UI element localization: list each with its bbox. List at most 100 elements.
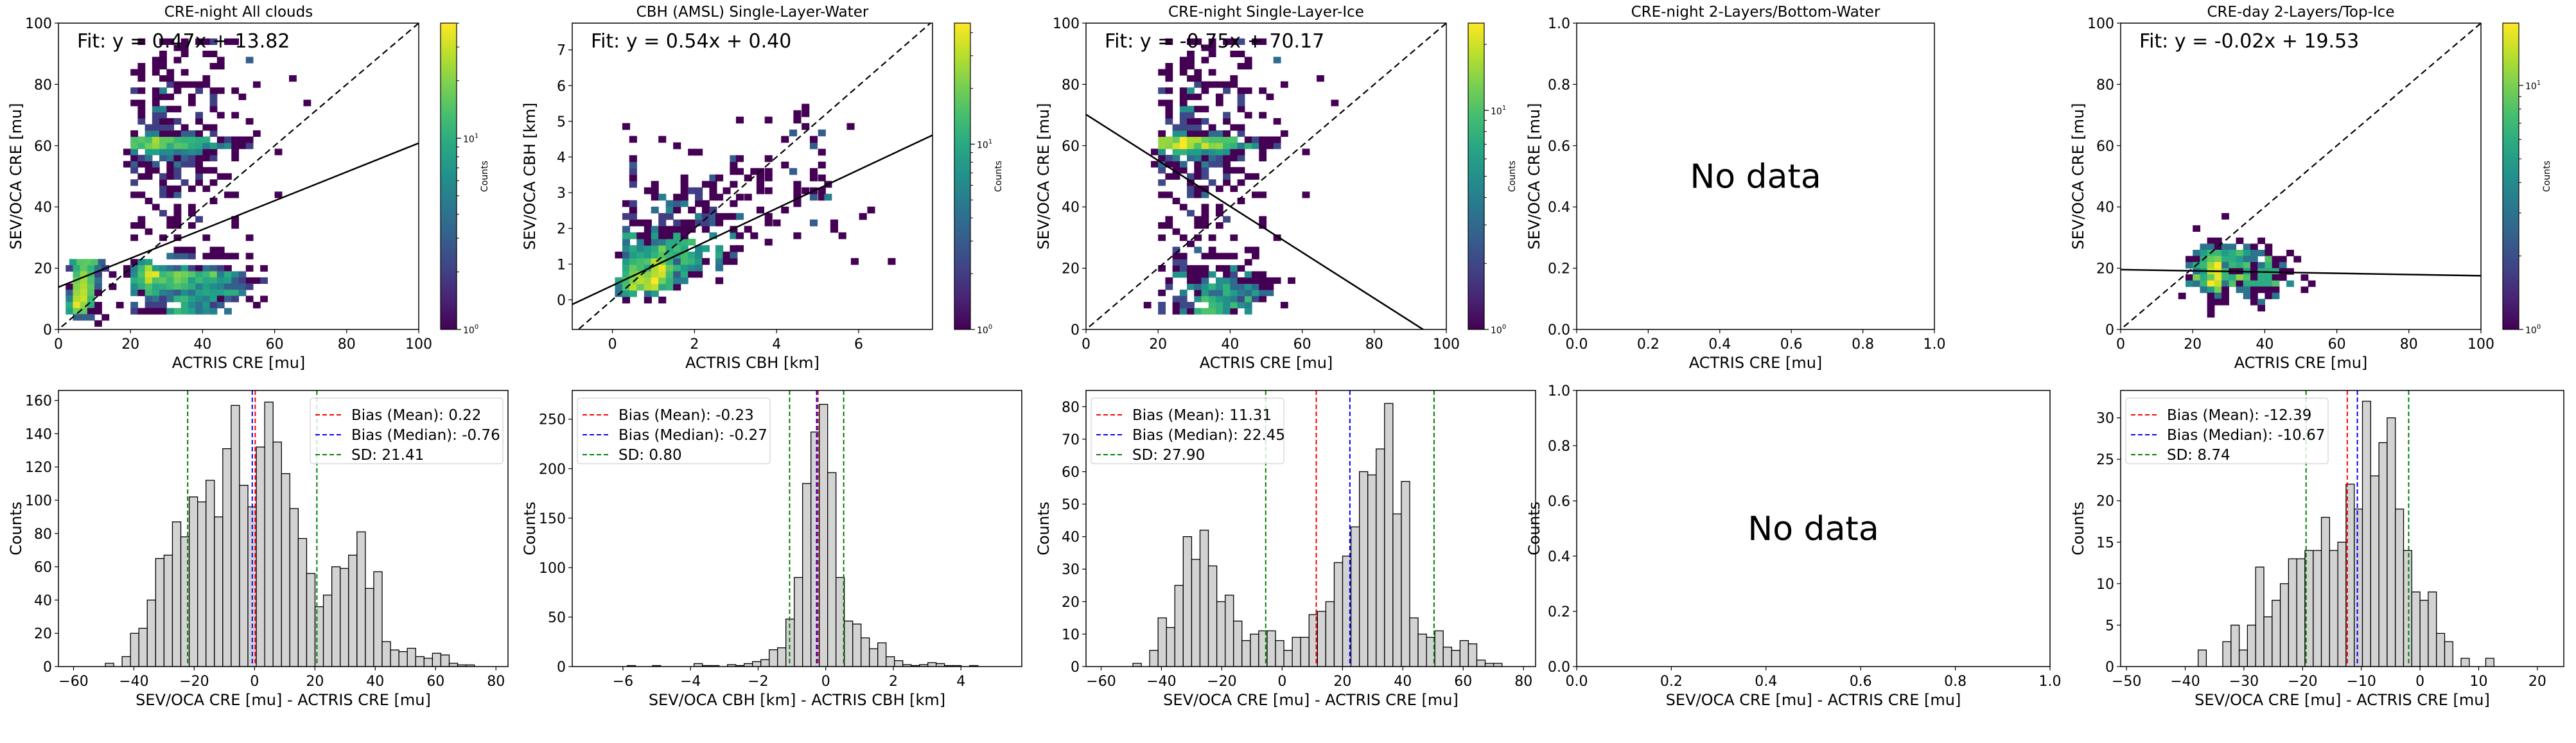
heatmap-cell: [764, 116, 773, 124]
heatmap-cell: [1194, 155, 1202, 162]
heatmap-cell: [629, 206, 637, 214]
heatmap-cell: [644, 251, 652, 259]
heatmap-cell: [1331, 100, 1339, 107]
heatmap-cell: [209, 155, 218, 162]
heatmap-cell: [1237, 143, 1245, 150]
heatmap-cell: [2243, 286, 2251, 293]
heatmap-cell: [216, 136, 225, 143]
y-tick-label: 140: [25, 426, 52, 442]
heatmap-cell: [1201, 209, 1209, 217]
heatmap-cell: [130, 191, 139, 198]
heatmap-cell: [94, 283, 102, 290]
heatmap-cell: [73, 308, 81, 315]
axes-frame: [58, 22, 419, 330]
heatmap-cell: [644, 225, 652, 233]
histogram-bar: [1199, 529, 1209, 667]
heatmap-cell: [76, 259, 84, 266]
histogram-bar: [356, 531, 366, 667]
heatmap-cell: [1165, 87, 1173, 94]
legend-mean-label: Bias (Mean): 11.31: [1132, 407, 1272, 424]
x-tick-label: 20: [1333, 674, 1351, 690]
heatmap-cell: [1280, 302, 1288, 309]
heatmap-cell: [202, 124, 211, 131]
heatmap-cell: [651, 245, 659, 252]
heatmap-cell: [1187, 124, 1195, 131]
heatmap-cell: [1252, 277, 1259, 284]
heatmap-cell: [166, 93, 175, 100]
heatmap-cell: [644, 187, 652, 195]
heatmap-cell: [238, 271, 247, 278]
heatmap-cell: [1215, 308, 1223, 315]
heatmap-cell: [216, 63, 225, 70]
heatmap-cell: [636, 238, 645, 246]
heatmap-cell: [1259, 112, 1267, 119]
heatmap-cell: [73, 271, 81, 278]
heatmap-cell: [680, 264, 688, 272]
heatmap-cell: [1194, 105, 1202, 112]
histogram-bar: [331, 566, 341, 667]
heatmap-cell: [1244, 271, 1252, 278]
heatmap-cell: [137, 283, 146, 290]
heatmap-cell: [137, 173, 146, 180]
heatmap-cell: [1252, 136, 1259, 143]
histogram-bar: [1191, 559, 1201, 667]
heatmap-cell: [1165, 155, 1173, 162]
heatmap-cell: [658, 135, 667, 143]
histogram-bar: [390, 649, 399, 667]
histogram-bar: [2403, 550, 2412, 667]
x-axis-label: SEV/OCA CRE [mu] - ACTRIS CRE [mu]: [1163, 691, 1459, 709]
heatmap-cell: [1179, 252, 1187, 259]
heatmap-cell: [159, 93, 167, 100]
heatmap-cell: [202, 136, 211, 143]
heatmap-cell: [1158, 191, 1166, 198]
heatmap-cell: [2257, 286, 2265, 293]
heatmap-cell: [195, 271, 203, 278]
heatmap-cell: [1179, 265, 1187, 272]
heatmap-cell: [622, 245, 631, 252]
heatmap-cell: [1187, 148, 1195, 155]
heatmap-cell: [644, 290, 652, 297]
heatmap-cell: [166, 173, 175, 180]
heatmap-cell: [166, 136, 175, 143]
heatmap-cell: [145, 295, 153, 302]
heatmap-cell: [166, 216, 175, 223]
heatmap-cell: [303, 100, 311, 107]
heatmap-cell: [145, 155, 153, 162]
heatmap-cell: [188, 302, 196, 309]
heatmap-cell: [2265, 280, 2273, 287]
heatmap-cell: [1194, 81, 1202, 88]
heatmap-cell: [1201, 167, 1209, 174]
histogram-bar: [206, 480, 215, 667]
heatmap-cell: [2293, 256, 2302, 263]
heatmap-cell: [2193, 280, 2201, 287]
heatmap-cell: [2250, 243, 2258, 250]
heatmap-cell: [209, 277, 218, 284]
heatmap-cell: [188, 148, 196, 155]
heatmap-cell: [173, 57, 182, 64]
heatmap-cell: [651, 283, 659, 291]
y-tick-label: 25: [2096, 452, 2114, 468]
x-tick-label: 2: [889, 674, 898, 690]
heatmap-cell: [1165, 118, 1173, 125]
heatmap-cell: [1201, 271, 1209, 278]
histogram-bar: [1493, 663, 1503, 667]
heatmap-cell: [1165, 161, 1173, 168]
y-tick-label: 60: [1062, 139, 1080, 155]
heatmap-cell: [145, 302, 153, 309]
heatmap-cell: [1215, 265, 1223, 272]
heatmap-cell: [629, 174, 637, 182]
heatmap-cell: [2214, 262, 2222, 269]
heatmap-cell: [750, 168, 758, 175]
heatmap-cell: [715, 264, 724, 272]
heatmap-cell: [1150, 148, 1159, 155]
heatmap-cell: [1244, 136, 1252, 143]
histogram-bar: [894, 660, 904, 667]
heatmap-cell: [180, 271, 189, 278]
heatmap-cell: [159, 124, 167, 131]
heatmap-cell: [2200, 274, 2208, 281]
heatmap-cell: [209, 265, 218, 272]
heatmap-cell: [231, 136, 240, 143]
histogram-bar: [2288, 558, 2297, 667]
heatmap-cell: [1259, 289, 1267, 297]
heatmap-cell: [202, 265, 211, 272]
